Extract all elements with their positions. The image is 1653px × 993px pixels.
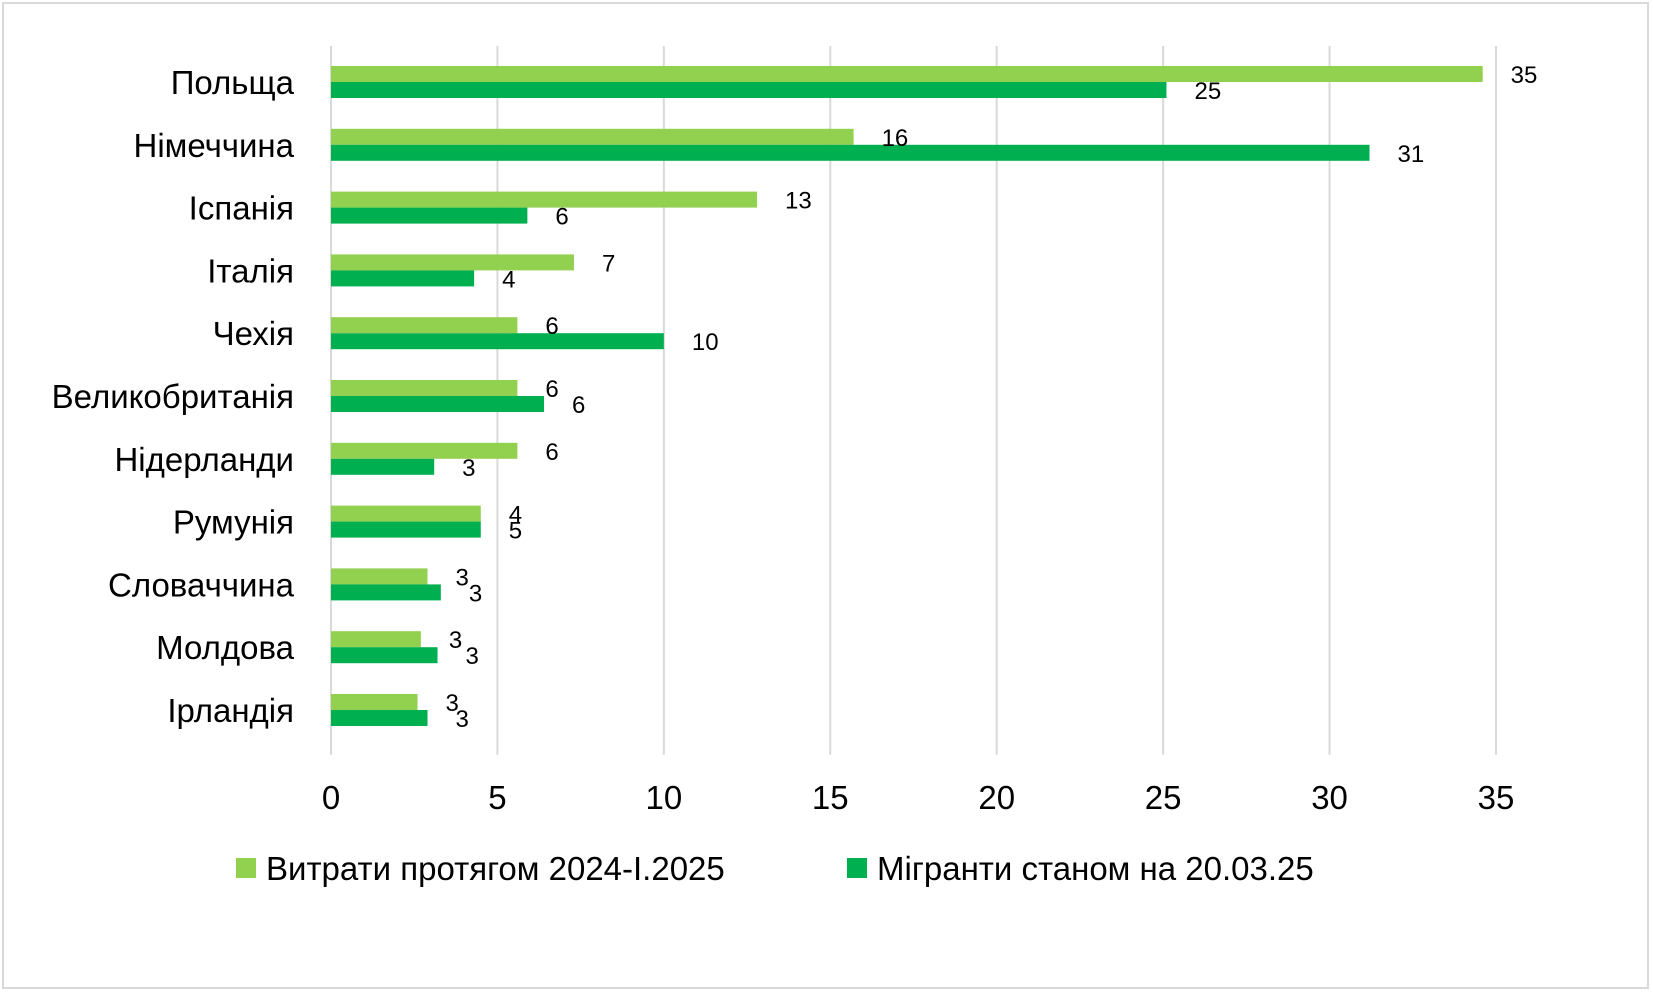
category-label: Молдова <box>156 629 295 666</box>
category-label: Румунія <box>173 504 294 541</box>
data-label: 3 <box>456 564 469 591</box>
x-tick-label: 10 <box>645 779 682 816</box>
data-label: 6 <box>545 439 558 466</box>
data-label: 31 <box>1398 141 1425 168</box>
data-label: 7 <box>602 250 615 277</box>
legend-swatch <box>236 858 256 878</box>
category-label: Італія <box>207 252 294 289</box>
x-tick-label: 15 <box>812 779 849 816</box>
category-label: Словаччина <box>108 566 295 603</box>
bar-expenses <box>331 442 518 459</box>
data-label: 3 <box>456 706 469 733</box>
bar-migrants <box>331 396 545 412</box>
data-label: 3 <box>446 690 459 717</box>
bar-expenses <box>331 254 574 271</box>
legend-label: Мігранти станом на 20.03.25 <box>877 850 1314 887</box>
data-label: 10 <box>692 329 719 356</box>
legend-swatch <box>847 858 867 878</box>
data-label: 6 <box>545 313 558 340</box>
bar-expenses <box>331 568 428 585</box>
x-tick-label: 0 <box>322 779 340 816</box>
data-label: 25 <box>1194 78 1221 105</box>
gridlines <box>330 46 1497 755</box>
bar-expenses <box>331 380 518 396</box>
legend: Витрати протягом 2024-І.2025 Мігранти ста… <box>236 850 1314 887</box>
x-tick-label: 25 <box>1145 779 1182 816</box>
bar-migrants <box>331 458 435 475</box>
category-label: Польща <box>171 64 295 101</box>
bar-expenses <box>331 694 418 710</box>
bar-migrants <box>331 647 438 664</box>
data-label: 13 <box>785 188 812 215</box>
category-label: Чехія <box>213 315 294 352</box>
data-label: 3 <box>462 455 475 482</box>
data-label: 3 <box>466 643 479 670</box>
bar-migrants <box>331 144 1370 161</box>
data-label: 4 <box>502 266 515 293</box>
category-label: Ірландія <box>167 692 294 729</box>
bar-expenses <box>331 505 481 522</box>
bars <box>331 66 1483 726</box>
x-tick-label: 35 <box>1478 779 1515 816</box>
data-label: 6 <box>555 204 568 231</box>
bar-migrants <box>331 584 441 601</box>
x-axis-tick-labels: 0 5 10 15 20 25 30 35 <box>322 779 1515 816</box>
x-tick-label: 5 <box>488 779 506 816</box>
x-tick-label: 20 <box>978 779 1015 816</box>
data-label: 3 <box>469 580 482 607</box>
bar-expenses <box>331 631 421 648</box>
data-label: 6 <box>572 392 585 419</box>
category-label: Іспанія <box>189 190 294 227</box>
data-label: 35 <box>1511 62 1538 89</box>
bar-expenses <box>331 317 518 334</box>
bar-expenses <box>331 66 1483 82</box>
bar-migrants <box>331 82 1167 98</box>
data-label: 4 <box>509 502 522 529</box>
data-label: 3 <box>449 627 462 654</box>
category-label: Нідерланди <box>114 441 294 478</box>
data-label: 5 <box>509 518 522 545</box>
bar-migrants <box>331 521 481 538</box>
bar-expenses <box>331 128 854 145</box>
category-label: Великобританія <box>52 378 294 415</box>
bar-expenses <box>331 191 758 208</box>
x-tick-label: 30 <box>1311 779 1348 816</box>
data-label: 16 <box>882 125 909 152</box>
bar-migrants <box>331 333 664 350</box>
category-label: Німеччина <box>133 127 294 164</box>
category-labels: Польща Німеччина Іспанія Італія Чехія Великоб… <box>52 64 295 729</box>
data-label: 6 <box>545 376 558 403</box>
bar-migrants <box>331 207 528 224</box>
legend-label: Витрати протягом 2024-І.2025 <box>266 850 725 887</box>
bar-chart: Польща Німеччина Іспанія Італія Чехія Великоб… <box>52 46 1538 887</box>
bar-migrants <box>331 270 475 287</box>
bar-migrants <box>331 710 428 726</box>
